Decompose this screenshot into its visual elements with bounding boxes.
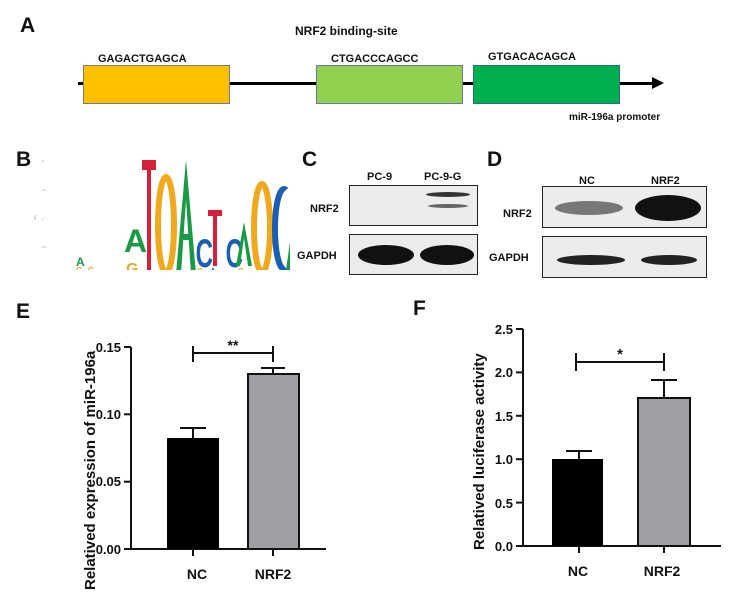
binding-site-title: NRF2 binding-site: [295, 24, 398, 38]
svg-text:0.05: 0.05: [96, 474, 121, 489]
svg-text:Relatived luciferase activity: Relatived luciferase activity: [471, 353, 488, 550]
svg-text:1.0: 1.0: [495, 452, 513, 467]
svg-text:A: A: [124, 223, 147, 259]
chart-f: Relatived luciferase activity 0.0 0.5 1.…: [471, 322, 721, 579]
site1-sequence: GAGACTGAGCA: [98, 53, 187, 65]
svg-text:G: G: [88, 266, 94, 270]
svg-text:0.5: 0.5: [495, 496, 513, 511]
panel-e-letter: E: [16, 300, 31, 323]
svg-text:NC: NC: [568, 563, 588, 579]
panel-d-letter: D: [487, 148, 503, 171]
svg-text:A: A: [76, 255, 85, 269]
svg-text:1.5: 1.5: [495, 409, 513, 424]
svg-text:G: G: [126, 261, 138, 270]
panel-b-letter: B: [16, 148, 32, 171]
lane-label-nc: NC: [579, 175, 595, 187]
lane-label-pc9g: PC-9-G: [424, 171, 462, 183]
site2-sequence: CTGACCCAGCC: [331, 53, 419, 65]
svg-text:NRF2: NRF2: [644, 563, 681, 579]
svg-text:NC: NC: [187, 566, 207, 582]
svg-text:NRF2: NRF2: [255, 566, 292, 582]
blot-d-gapdh: [542, 236, 707, 278]
chart-e-ylabel: Relatived expression of miR-196a: [82, 350, 99, 590]
chart-e: Relatived expression of miR-196a 0.00 0.…: [82, 337, 326, 590]
panel-f-letter: F: [413, 297, 426, 320]
panel-c-letter: C: [302, 148, 318, 171]
row-label-gapdh-d: GAPDH: [489, 252, 529, 264]
svg-text:G: G: [197, 267, 203, 270]
svg-text:0.00: 0.00: [96, 542, 121, 557]
svg-text:*: *: [617, 346, 623, 363]
blot-d-nrf2: [542, 186, 707, 228]
site3-sequence: GTGACACAGCA: [488, 51, 576, 63]
svg-text:G: G: [238, 267, 244, 270]
svg-text:0.15: 0.15: [96, 340, 121, 355]
svg-text:1.5: 1.5: [42, 188, 47, 192]
binding-site-box-2: [316, 65, 463, 104]
svg-text:**: **: [228, 337, 239, 353]
promoter-label: miR-196a promoter: [569, 112, 661, 123]
svg-text:2.5: 2.5: [495, 322, 513, 337]
row-label-gapdh: GAPDH: [297, 250, 337, 262]
svg-text:C: C: [196, 231, 213, 270]
row-label-nrf2: NRF2: [310, 203, 339, 215]
lane-label-pc9: PC-9: [367, 171, 393, 183]
sequence-logo: 21.510.50 Bits C A G G A G C G A C G 123…: [33, 159, 290, 270]
svg-text:1: 1: [42, 217, 44, 221]
blot-c-gapdh: [349, 234, 478, 275]
svg-text:G: G: [76, 266, 82, 270]
svg-text:0.5: 0.5: [42, 245, 47, 249]
svg-text:2.0: 2.0: [495, 365, 513, 380]
svg-text:2: 2: [42, 159, 44, 163]
svg-text:0.10: 0.10: [96, 407, 121, 422]
blot-c-nrf2: [349, 185, 478, 226]
arrow-head-icon: [652, 77, 664, 89]
svg-text:0.0: 0.0: [495, 539, 513, 554]
svg-text:Bits: Bits: [33, 214, 37, 220]
binding-site-box-1: [83, 65, 230, 104]
row-label-nrf2-d: NRF2: [503, 208, 532, 220]
panel-a-letter: A: [20, 14, 36, 37]
binding-site-box-3: [473, 65, 620, 104]
svg-text:A: A: [210, 267, 216, 270]
lane-label-nrf2: NRF2: [651, 175, 680, 187]
